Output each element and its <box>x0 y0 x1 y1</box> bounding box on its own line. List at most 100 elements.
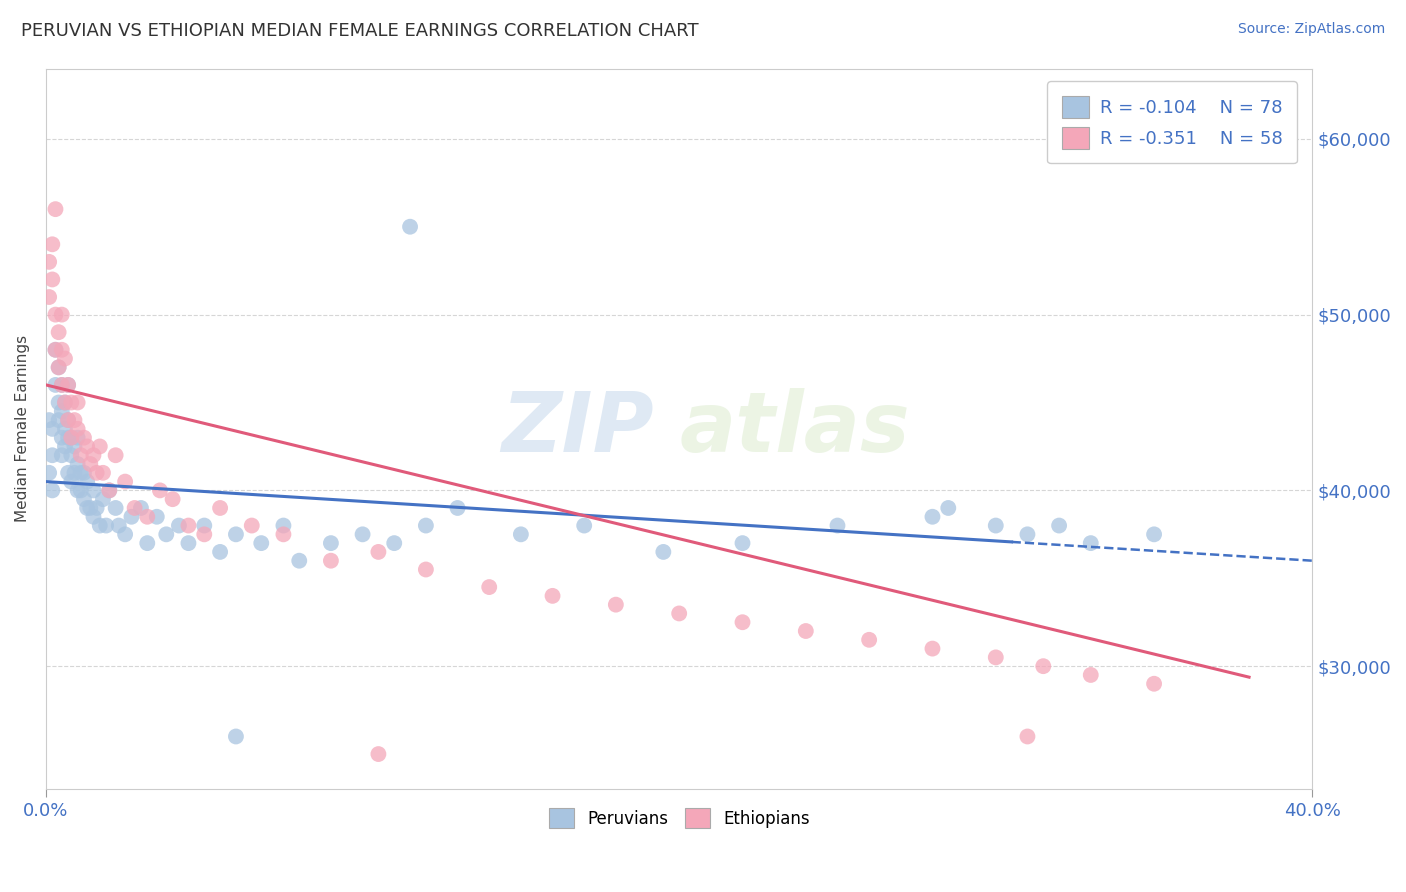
Point <box>1080 536 1102 550</box>
Point <box>114 475 136 489</box>
Point <box>91 492 114 507</box>
Point <box>44 378 66 392</box>
Point <box>44 343 66 357</box>
Point <box>1143 527 1166 541</box>
Point <box>69 448 91 462</box>
Point <box>48 413 70 427</box>
Point <box>1032 659 1054 673</box>
Point <box>415 562 437 576</box>
Point <box>82 448 104 462</box>
Point <box>1017 527 1039 541</box>
Point <box>56 378 79 392</box>
Point <box>104 448 127 462</box>
Point <box>44 308 66 322</box>
Point <box>193 518 215 533</box>
Point <box>73 466 96 480</box>
Point <box>60 431 83 445</box>
Point <box>167 518 190 533</box>
Point <box>936 500 959 515</box>
Point <box>921 641 943 656</box>
Point <box>41 272 63 286</box>
Point <box>129 500 152 515</box>
Point <box>382 536 405 550</box>
Point <box>53 395 76 409</box>
Point <box>53 422 76 436</box>
Point <box>1047 518 1070 533</box>
Point <box>79 457 101 471</box>
Point <box>56 466 79 480</box>
Point <box>124 500 146 515</box>
Point <box>44 343 66 357</box>
Point <box>731 536 754 550</box>
Point <box>53 395 76 409</box>
Text: ZIP: ZIP <box>501 388 654 469</box>
Point <box>38 466 60 480</box>
Point <box>41 448 63 462</box>
Point <box>38 413 60 427</box>
Point <box>225 527 247 541</box>
Point <box>51 404 73 418</box>
Point <box>509 527 531 541</box>
Point <box>91 466 114 480</box>
Point <box>984 518 1007 533</box>
Point <box>73 492 96 507</box>
Point <box>51 343 73 357</box>
Point <box>984 650 1007 665</box>
Point <box>668 607 690 621</box>
Point <box>79 500 101 515</box>
Point <box>60 475 83 489</box>
Point <box>60 431 83 445</box>
Point <box>73 431 96 445</box>
Text: atlas: atlas <box>679 388 910 469</box>
Point <box>38 255 60 269</box>
Point <box>86 466 108 480</box>
Point <box>415 518 437 533</box>
Point <box>63 413 86 427</box>
Point <box>51 448 73 462</box>
Point <box>89 518 111 533</box>
Point <box>66 422 89 436</box>
Point <box>48 395 70 409</box>
Point <box>858 632 880 647</box>
Y-axis label: Median Female Earnings: Median Female Earnings <box>15 335 30 523</box>
Point <box>48 360 70 375</box>
Point <box>155 527 177 541</box>
Point <box>1143 677 1166 691</box>
Point <box>541 589 564 603</box>
Point <box>367 545 389 559</box>
Point <box>120 509 142 524</box>
Point <box>273 527 295 541</box>
Point <box>162 492 184 507</box>
Point <box>66 395 89 409</box>
Point <box>273 518 295 533</box>
Point <box>38 290 60 304</box>
Point <box>66 431 89 445</box>
Point <box>56 413 79 427</box>
Point <box>1017 730 1039 744</box>
Point <box>51 378 73 392</box>
Point <box>107 518 129 533</box>
Point <box>60 448 83 462</box>
Point <box>114 527 136 541</box>
Point <box>827 518 849 533</box>
Point <box>98 483 121 498</box>
Point <box>104 500 127 515</box>
Point <box>86 500 108 515</box>
Point <box>66 457 89 471</box>
Point <box>41 483 63 498</box>
Point <box>193 527 215 541</box>
Point <box>56 378 79 392</box>
Point <box>41 422 63 436</box>
Point <box>89 440 111 454</box>
Point <box>1080 668 1102 682</box>
Point <box>794 624 817 638</box>
Point <box>319 536 342 550</box>
Point <box>56 413 79 427</box>
Point <box>69 466 91 480</box>
Point <box>240 518 263 533</box>
Point <box>146 509 169 524</box>
Point <box>921 509 943 524</box>
Point <box>48 360 70 375</box>
Point <box>82 509 104 524</box>
Point <box>76 440 98 454</box>
